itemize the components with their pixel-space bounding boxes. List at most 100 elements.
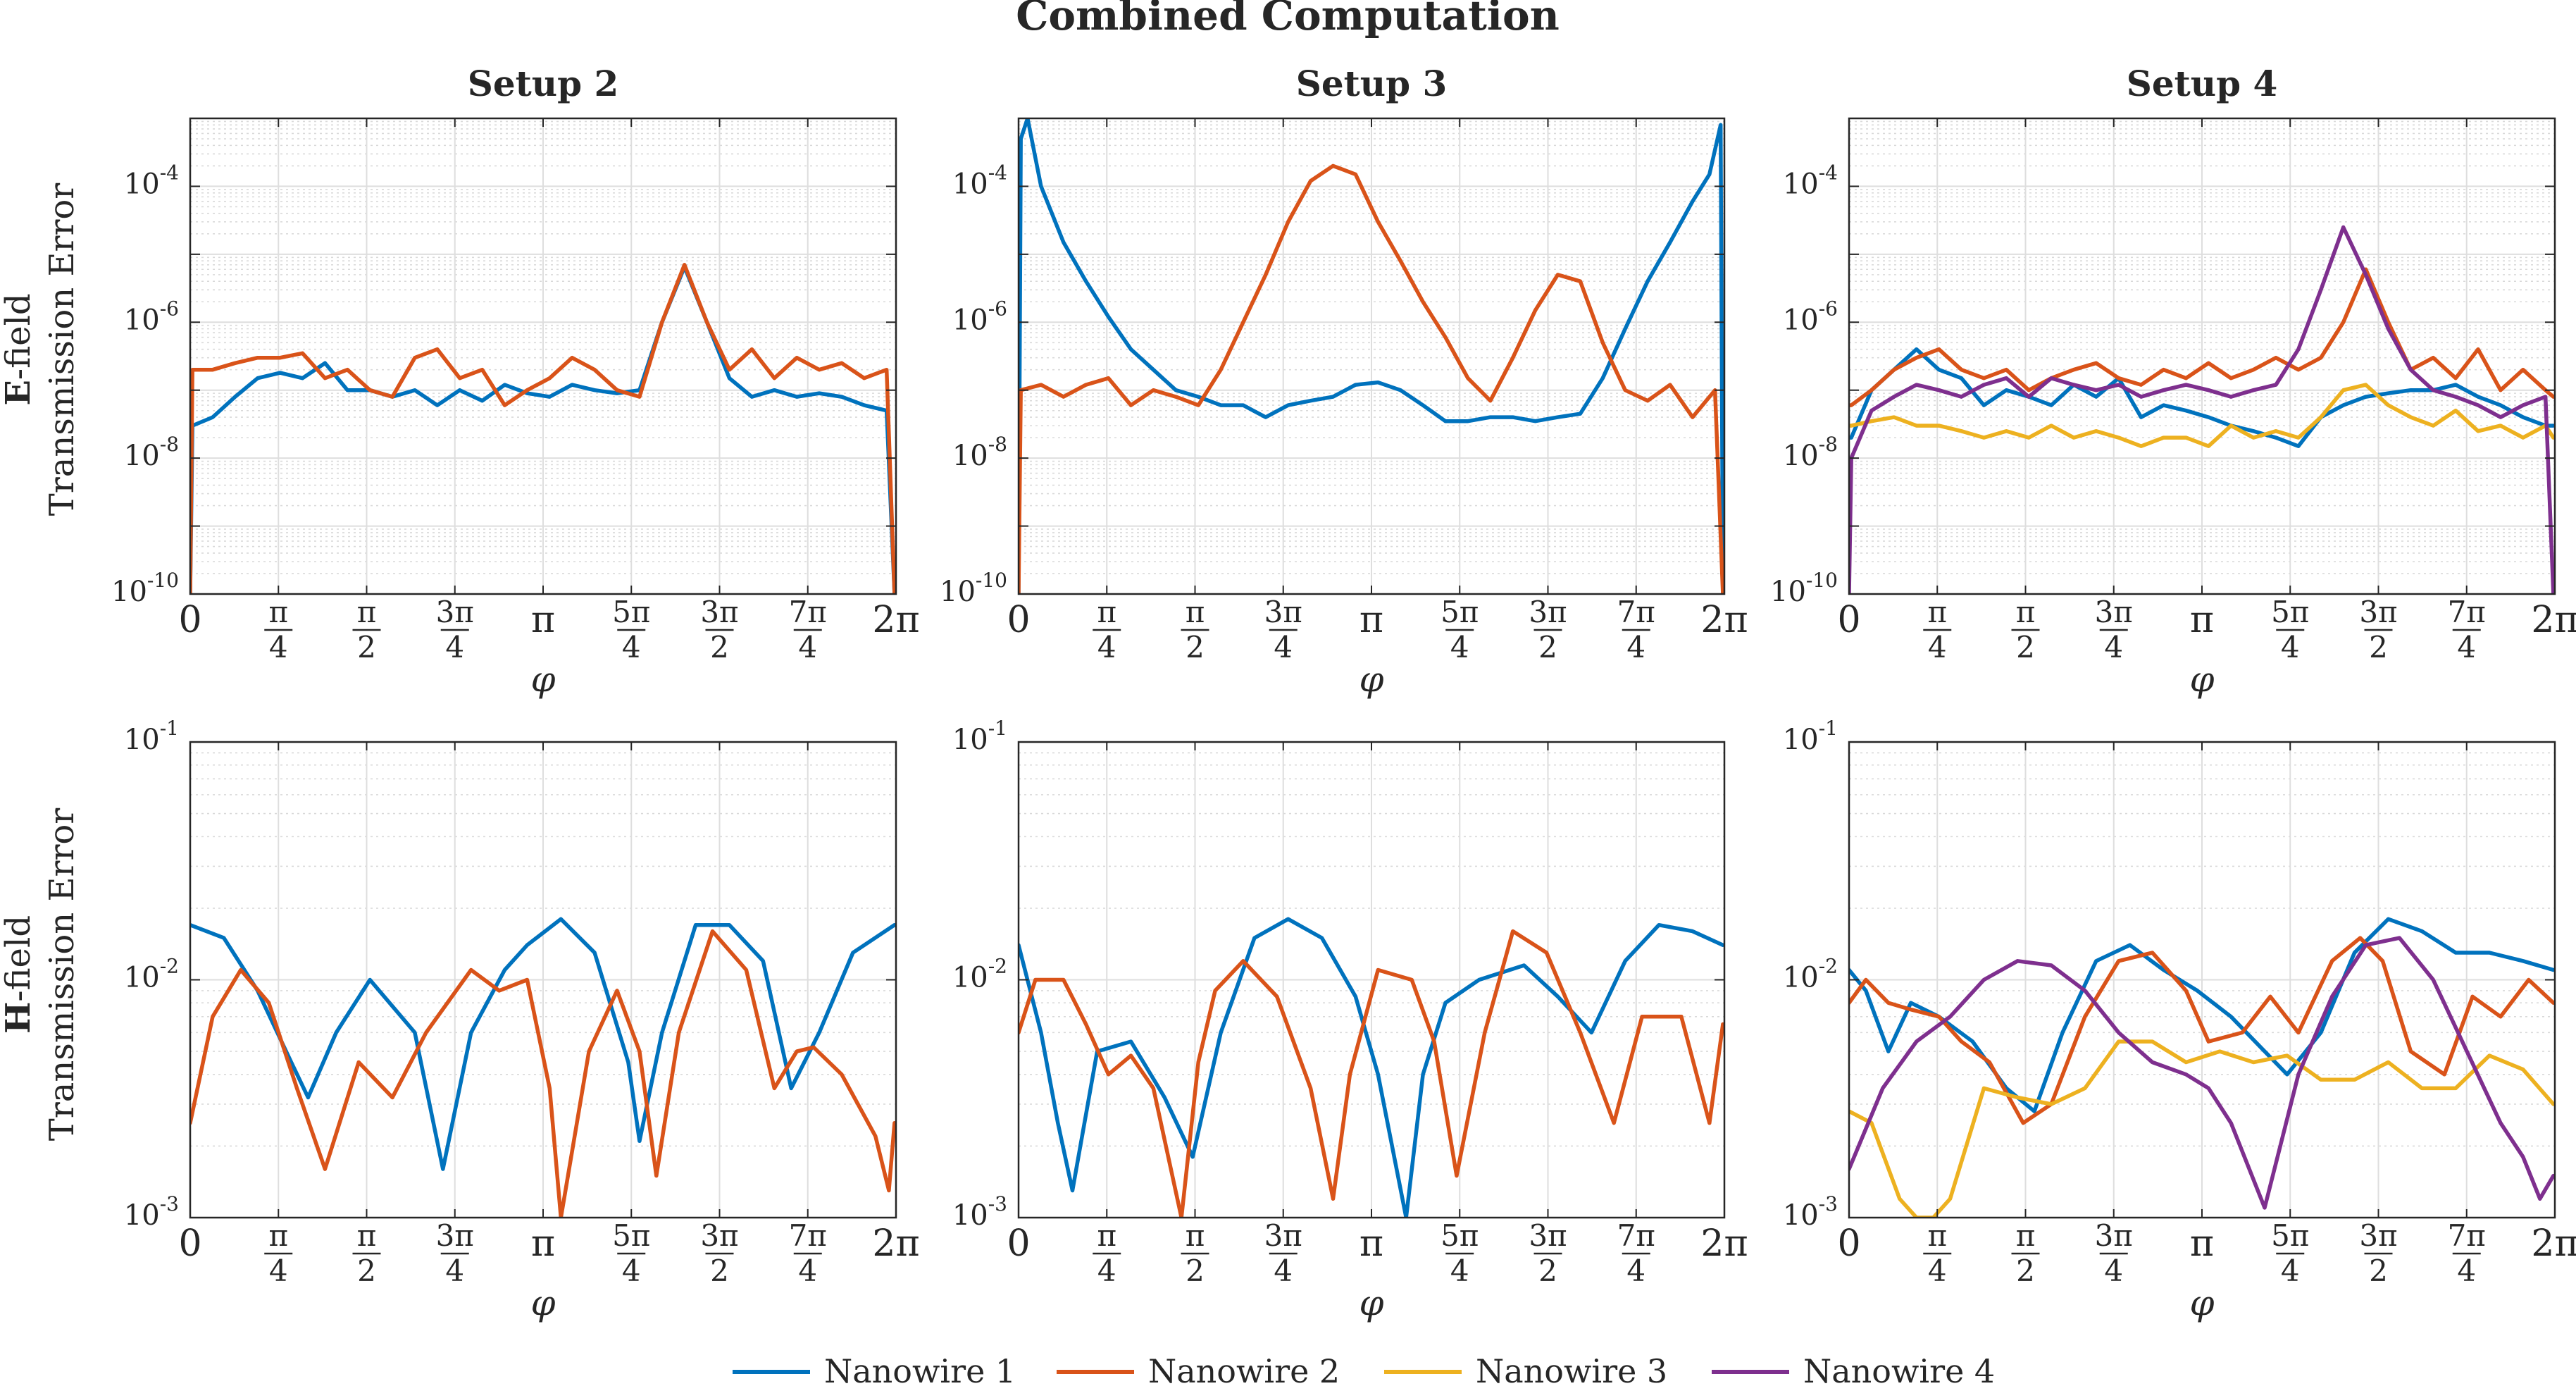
y-tick-label: 10-2 (952, 955, 1007, 994)
x-tick-label-text: π (531, 1223, 555, 1265)
x-tick-label: 5π4 (612, 1218, 650, 1288)
x-tick-label-numerator: 5π (1441, 595, 1479, 629)
x-tick-label-denominator: 2 (710, 630, 729, 664)
x-tick-label-denominator: 4 (798, 630, 817, 664)
x-axis-label: φ (530, 659, 555, 700)
y-tick-label: 10-8 (1783, 433, 1838, 472)
x-tick-label: 7π4 (2448, 595, 2486, 664)
legend-item-nanowire-2: Nanowire 2 (1057, 1352, 1340, 1390)
x-tick-label-denominator: 4 (798, 1254, 817, 1288)
legend: Nanowire 1 Nanowire 2 Nanowire 3 Nanowire 4 (733, 1352, 1995, 1390)
x-tick-label-text: π (2190, 1223, 2214, 1265)
x-tick-label-numerator: 5π (612, 595, 650, 629)
y-tick-label: 10-4 (1783, 161, 1838, 200)
x-tick-label-text: π (2190, 599, 2214, 641)
x-tick-label-text: π (1359, 1223, 1383, 1265)
x-tick-label-text: 2π (1700, 1223, 1748, 1265)
x-tick-label-numerator: π (357, 595, 377, 629)
x-tick-label: 2π (872, 1223, 919, 1265)
x-tick-label: π (531, 1223, 555, 1265)
x-tick-label: 3π2 (1529, 595, 1567, 664)
x-tick-label-numerator: 3π (700, 595, 738, 629)
x-tick-label-text: 0 (178, 599, 201, 641)
x-tick-label-denominator: 4 (2104, 630, 2123, 664)
x-tick-label: π4 (264, 595, 293, 664)
x-tick-label-numerator: 3π (1264, 595, 1302, 629)
x-tick-label-numerator: π (1097, 595, 1116, 629)
x-tick-label: 3π4 (436, 1218, 474, 1288)
x-tick-label: 3π2 (1529, 1218, 1567, 1288)
y-tick-label: 10-6 (952, 297, 1007, 336)
x-tick-label-denominator: 2 (1186, 630, 1205, 664)
series-line-nanowire-2 (190, 263, 896, 594)
row-label-h-field: H-field Transmission Error (0, 808, 82, 1142)
y-tick-label: 10-4 (124, 161, 179, 200)
x-tick-label: π2 (2011, 595, 2040, 664)
x-tick-label: π4 (264, 1218, 293, 1288)
x-tick-label-denominator: 4 (1274, 630, 1293, 664)
x-tick-label-numerator: π (2016, 1218, 2036, 1253)
x-tick-label-denominator: 2 (2369, 1254, 2388, 1288)
grid (1848, 118, 2556, 595)
x-tick-label: π (531, 599, 555, 641)
x-tick-label-numerator: 7π (1617, 595, 1655, 629)
x-tick-label: 2π (1700, 1223, 1748, 1265)
x-tick-label-denominator: 4 (2281, 630, 2300, 664)
x-tick-label: 3π2 (700, 1218, 738, 1288)
x-tick-label-text: 2π (2531, 1223, 2576, 1265)
row-label-h-field-line1: H-field (0, 915, 38, 1034)
x-tick-label-denominator: 4 (269, 1254, 288, 1288)
series-line-nanowire-2 (1849, 267, 2555, 407)
x-tick-label: 2π (872, 599, 919, 641)
series-group (1019, 917, 1724, 1218)
x-tick-label: 3π4 (2095, 1218, 2133, 1288)
x-tick-label-numerator: 5π (2271, 1218, 2309, 1253)
x-tick-label-text: 0 (1837, 1223, 1860, 1265)
x-tick-label-denominator: 4 (2281, 1254, 2300, 1288)
series-line-nanowire-1 (190, 917, 896, 1171)
x-tick-label: 0 (1837, 599, 1860, 641)
x-tick-label-numerator: 5π (612, 1218, 650, 1253)
y-tick-label: 10-8 (124, 433, 179, 472)
x-tick-label-text: 0 (1007, 1223, 1030, 1265)
series-line-nanowire-3 (1849, 383, 2555, 448)
x-tick-label: 2π (1700, 599, 1748, 641)
legend-label: Nanowire 3 (1476, 1352, 1667, 1390)
x-tick-label: 0 (1007, 599, 1030, 641)
x-tick-label: π (2190, 599, 2214, 641)
x-tick-label: π2 (1181, 595, 1209, 664)
x-tick-label-numerator: π (1097, 1218, 1116, 1253)
series-line-nanowire-3 (1849, 1039, 2555, 1218)
x-tick-label-numerator: π (268, 595, 288, 629)
x-tick-label-numerator: π (357, 1218, 377, 1253)
x-tick-label-numerator: 3π (1264, 1218, 1302, 1253)
x-tick-label-denominator: 2 (2369, 630, 2388, 664)
x-tick-label: 3π2 (2359, 595, 2397, 664)
x-tick-label: 3π2 (700, 595, 738, 664)
x-tick-label-denominator: 4 (1097, 630, 1116, 664)
x-tick-label: 3π4 (1264, 1218, 1302, 1288)
x-tick-label-text: π (1359, 599, 1383, 641)
x-tick-label: 0 (1007, 1223, 1030, 1265)
tick-marks (189, 741, 897, 1218)
x-tick-label-numerator: 5π (1441, 1218, 1479, 1253)
y-tick-label: 10-10 (111, 569, 179, 608)
x-tick-label: 5π4 (1441, 1218, 1479, 1288)
x-tick-label: π4 (1093, 595, 1121, 664)
x-tick-label-text: 2π (2531, 599, 2576, 641)
y-tick-label: 10-2 (124, 955, 179, 994)
x-tick-label-text: 0 (178, 1223, 201, 1265)
legend-label: Nanowire 2 (1148, 1352, 1340, 1390)
x-tick-label-denominator: 2 (1186, 1254, 1205, 1288)
tick-marks (189, 118, 897, 595)
x-tick-label-numerator: π (1186, 595, 1205, 629)
x-tick-label-denominator: 4 (1274, 1254, 1293, 1288)
legend-item-nanowire-4: Nanowire 4 (1712, 1352, 1995, 1390)
series-group (1849, 225, 2555, 594)
x-tick-label: π (1359, 1223, 1383, 1265)
